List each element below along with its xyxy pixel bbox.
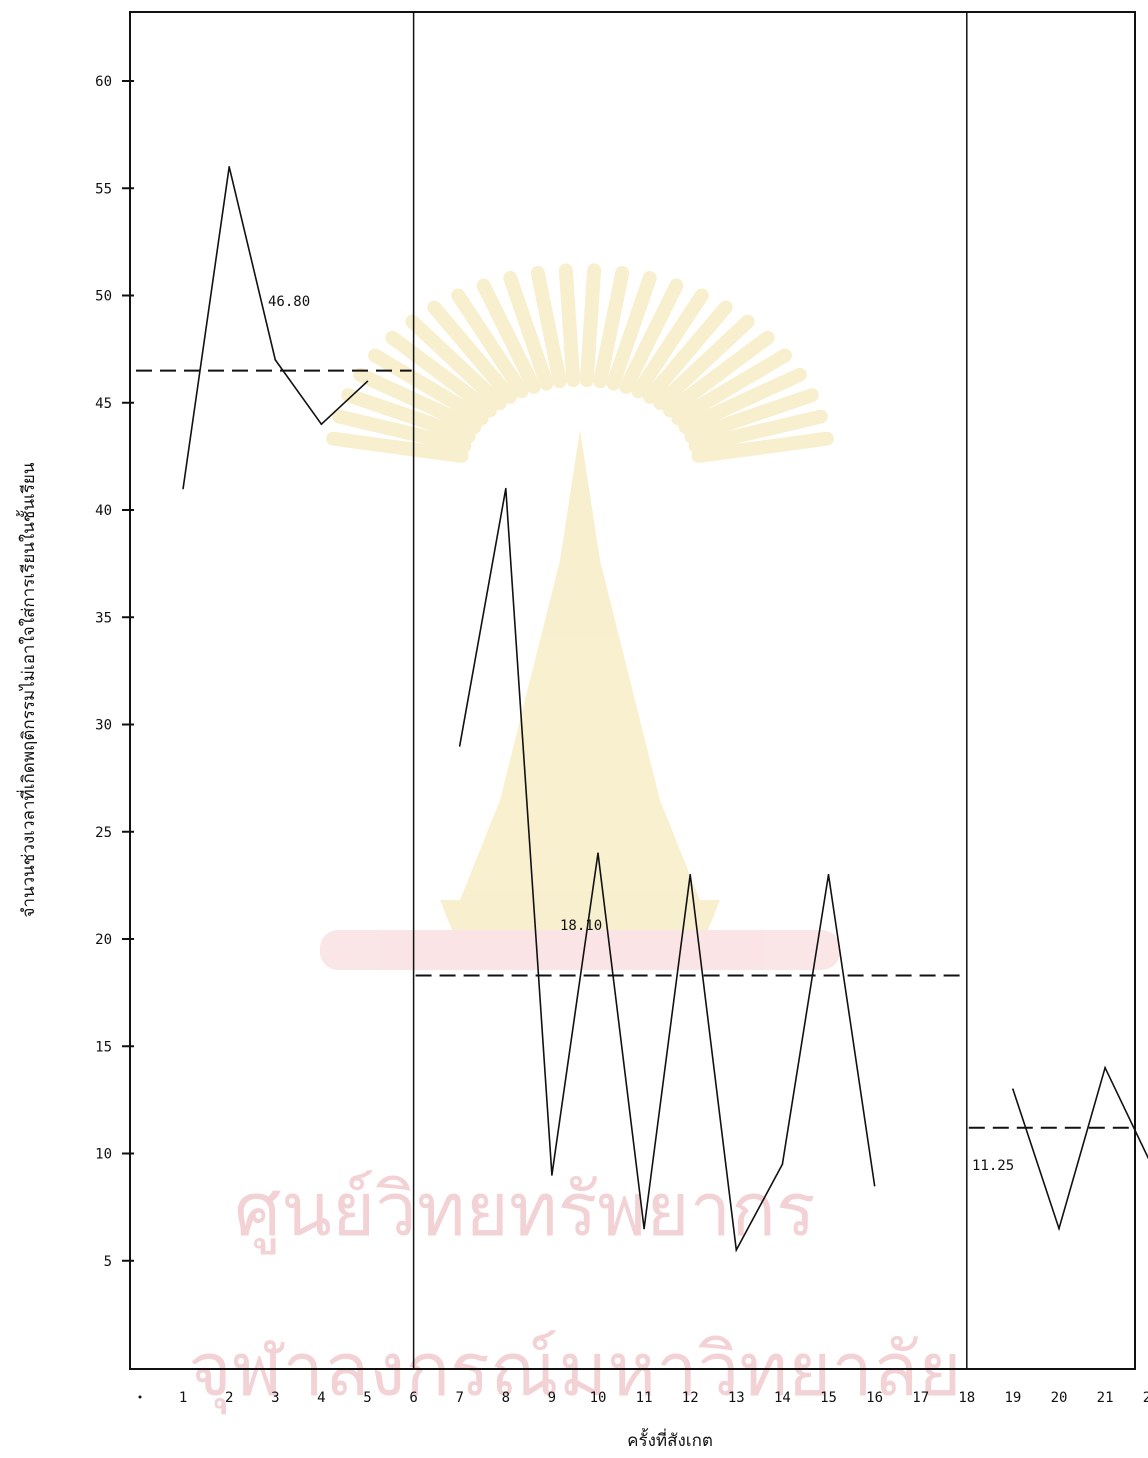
y-axis-label: จำนวนช่วงเวลาที่เกิดพฤติกรรมไม่เอาใจใส่ก… <box>16 462 39 917</box>
x-tick-label: 13 <box>728 1390 745 1406</box>
data-point <box>689 873 691 876</box>
seal-ray <box>326 431 469 463</box>
university-seal-watermark <box>320 263 840 970</box>
data-point <box>1012 1088 1014 1090</box>
y-tick-label: 60 <box>95 74 112 90</box>
x-tick-label: 9 <box>548 1390 556 1406</box>
seal-ray <box>332 409 472 453</box>
seal-ray <box>606 270 657 391</box>
seal-ray <box>451 288 529 399</box>
data-point <box>182 487 184 490</box>
series-line <box>1012 1065 1148 1232</box>
data-series <box>182 166 1148 1253</box>
y-tick-label: 45 <box>95 396 112 412</box>
data-point <box>366 380 369 383</box>
y-tick-label: 50 <box>95 289 112 305</box>
data-point <box>551 1174 553 1176</box>
x-tick-label: 6 <box>409 1390 417 1406</box>
seal-ray <box>341 388 476 444</box>
seal-ray <box>353 367 482 435</box>
data-point <box>827 873 830 876</box>
data-point <box>458 745 461 747</box>
seal-ray <box>631 288 709 399</box>
seal-ray <box>385 330 497 418</box>
x-tick-label: 21 <box>1097 1390 1114 1406</box>
watermark-line-2: จุฬาลงกรณ์มหาวิทยาลัย <box>188 1327 961 1415</box>
x-tick-label: 17 <box>912 1390 929 1406</box>
x-tick-label: 1 <box>179 1390 187 1406</box>
seal-ray <box>558 263 581 388</box>
x-axis-label: ครั้งที่สังเกต <box>627 1428 713 1451</box>
mean-label: 18.10 <box>560 918 602 934</box>
x-tick-label: 15 <box>820 1390 837 1406</box>
y-axis: 5 10 15 20 25 30 35 40 45 50 55 60 <box>95 74 134 1270</box>
y-tick-label: 5 <box>104 1254 112 1270</box>
seal-ray <box>503 270 554 391</box>
x-tick-label: 10 <box>590 1390 607 1406</box>
x-tick-label: 16 <box>866 1390 883 1406</box>
y-tick-label: 20 <box>95 932 112 948</box>
data-point <box>320 423 323 426</box>
seal-ray <box>671 348 792 426</box>
seal-ray <box>476 278 541 394</box>
data-point <box>274 359 277 361</box>
x-tick-label: 14 <box>774 1390 791 1406</box>
seal-ray <box>427 300 518 404</box>
data-point <box>643 1227 645 1230</box>
seal-ray <box>678 367 807 435</box>
seal-ray <box>619 278 684 394</box>
x-tick-label: 2 <box>225 1390 233 1406</box>
seal-ray <box>663 330 775 418</box>
seal-ray <box>691 431 834 463</box>
x-tick-label: 11 <box>636 1390 653 1406</box>
x-tick-label: 19 <box>1004 1390 1021 1406</box>
seal-ray <box>684 388 819 444</box>
x-tick-label: 5 <box>363 1390 371 1406</box>
x-tick-label: 8 <box>502 1390 510 1406</box>
data-point <box>781 1163 784 1166</box>
y-tick-label: 15 <box>95 1039 112 1055</box>
watermark-line-1: ศูนย์วิทยทรัพยากร <box>234 1167 815 1255</box>
x-tick-label: 4 <box>317 1390 325 1406</box>
y-tick-label: 55 <box>95 181 112 197</box>
y-tick-label: 30 <box>95 718 112 734</box>
data-point <box>505 487 507 490</box>
data-point <box>1104 1066 1106 1069</box>
x-tick-label: 18 <box>958 1390 975 1406</box>
seal-ray <box>653 314 755 411</box>
x-axis: 12345678910111213141516171819202122 <box>138 1390 1148 1406</box>
watermark-text: ศูนย์วิทยทรัพยากร จุฬาลงกรณ์มหาวิทยาลัย <box>188 1167 961 1415</box>
plot-frame <box>129 11 1136 1370</box>
data-point <box>735 1249 738 1251</box>
y-tick-label: 25 <box>95 825 112 841</box>
data-point <box>597 852 599 854</box>
seal-ray <box>688 409 828 453</box>
seal-ray <box>530 265 567 389</box>
phase-means: 46.80 18.10 11.25 <box>136 294 1135 1174</box>
data-point <box>1058 1227 1060 1230</box>
seal-ray <box>642 300 733 404</box>
data-point <box>873 1184 876 1187</box>
data-point <box>228 166 230 168</box>
x-tick-label: 7 <box>455 1390 463 1406</box>
phase-boundaries <box>412 12 968 1369</box>
x-tick-label: 3 <box>271 1390 279 1406</box>
series-line <box>458 488 876 1253</box>
seal-ray <box>405 314 507 411</box>
mean-label: 46.80 <box>268 294 310 310</box>
y-tick-label: 10 <box>95 1147 112 1163</box>
y-tick-label: 35 <box>95 610 112 626</box>
seal-ray <box>593 265 630 389</box>
y-tick-label: 40 <box>95 503 112 519</box>
mean-label: 11.25 <box>972 1158 1014 1174</box>
x-tick-label: 22 <box>1143 1390 1148 1406</box>
x-tick-label: 12 <box>682 1390 699 1406</box>
x-tick-label: 20 <box>1051 1390 1068 1406</box>
x-origin-dot <box>138 1395 142 1399</box>
seal-ray <box>368 348 489 426</box>
seal-ray <box>579 263 602 388</box>
